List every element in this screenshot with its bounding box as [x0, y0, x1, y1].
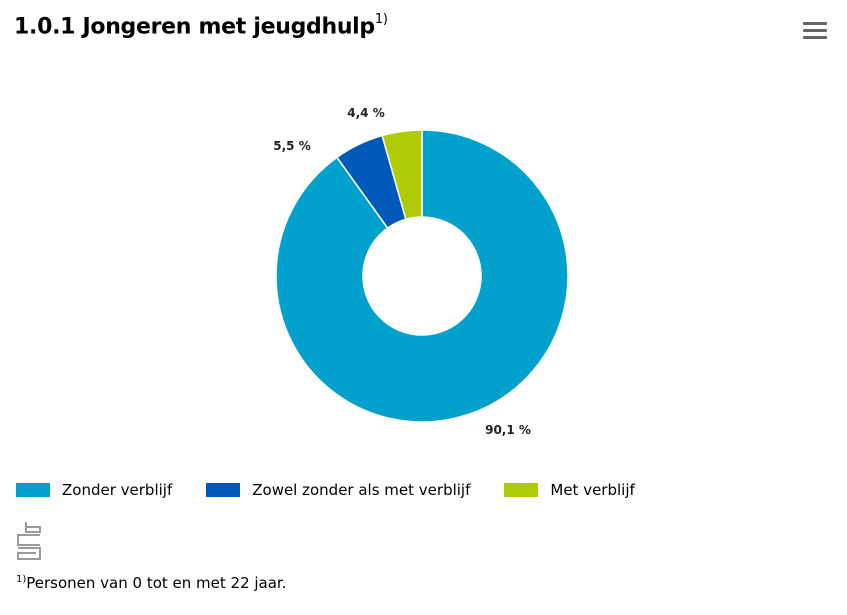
data-label: 4,4 % [347, 106, 384, 120]
menu-line [803, 22, 827, 25]
title-footnote-marker: 1) [374, 12, 388, 27]
legend-item-zonder-verblijf[interactable]: Zonder verblijf [16, 481, 172, 499]
legend-label: Zonder verblijf [62, 481, 173, 499]
legend-item-zowel-zonder-als-met-verblijf[interactable]: Zowel zonder als met verblijf [206, 481, 470, 499]
cbs-logo-icon [17, 522, 41, 560]
data-label: 5,5 % [273, 139, 310, 153]
menu-line [803, 29, 827, 32]
legend-swatch [206, 483, 241, 497]
legend-label: Met verblijf [550, 481, 635, 499]
legend-item-met-verblijf[interactable]: Met verblijf [504, 481, 635, 499]
footnote-text: Personen van 0 tot en met 22 jaar. [26, 574, 287, 592]
chart-legend: Zonder verblijf Zowel zonder als met ver… [16, 481, 635, 499]
donut-chart: 90,1 % 5,5 % 4,4 % [273, 106, 569, 437]
legend-swatch [504, 483, 539, 497]
hamburger-menu-icon[interactable] [803, 22, 827, 42]
footnote: 1)Personen van 0 tot en met 22 jaar. [16, 574, 287, 592]
legend-swatch [16, 483, 50, 497]
menu-line [803, 36, 827, 39]
legend-label: Zowel zonder als met verblijf [252, 481, 471, 499]
donut-slice-zonder-verblijf[interactable] [275, 129, 569, 423]
footnote-marker: 1) [16, 574, 27, 585]
donut-slice-met-verblijf[interactable] [381, 129, 423, 221]
data-label: 90,1 % [485, 423, 531, 437]
chart-title: 1.0.1 Jongeren met jeugdhulp1) [14, 12, 388, 40]
chart-title-text: 1.0.1 Jongeren met jeugdhulp [14, 14, 375, 40]
